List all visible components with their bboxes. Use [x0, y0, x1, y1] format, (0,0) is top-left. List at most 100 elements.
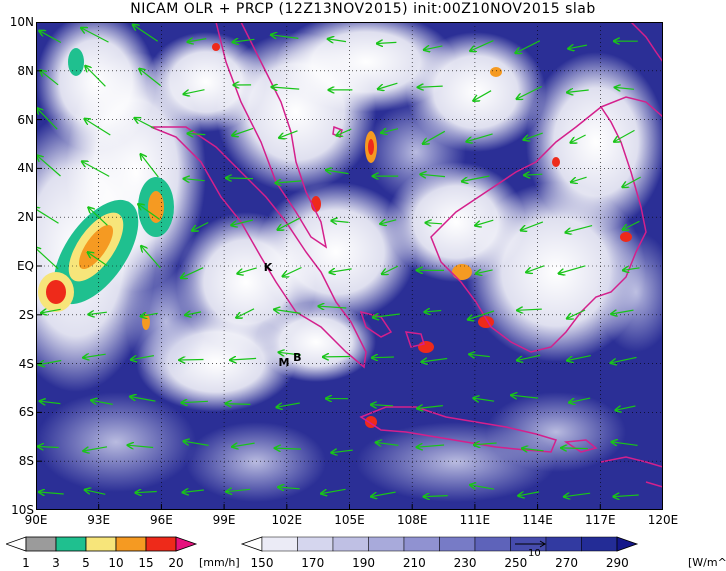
wind-vector	[321, 488, 346, 493]
vector-reference-label: 10	[528, 548, 541, 559]
wind-vector	[470, 485, 495, 490]
wind-vector	[567, 90, 589, 92]
wind-vector	[188, 39, 207, 42]
wind-vector	[81, 28, 109, 43]
wind-vector	[133, 25, 159, 42]
wind-vector	[233, 39, 255, 42]
wind-vector	[614, 129, 635, 141]
olr-colorbar-label: 210	[402, 556, 426, 570]
wind-vector	[271, 35, 299, 39]
longitude-label: 108E	[396, 513, 428, 527]
wind-vector	[85, 119, 111, 136]
wind-vector	[226, 178, 254, 179]
wind-vector	[564, 493, 591, 497]
olr-cloud-field	[36, 22, 663, 502]
longitude-label: 111E	[459, 513, 491, 527]
wind-vector	[141, 246, 161, 269]
wind-vector	[475, 219, 494, 225]
station-marker-k: K	[264, 261, 273, 274]
wind-vector	[469, 354, 490, 356]
wind-vector	[425, 311, 442, 313]
wind-vector	[611, 310, 634, 314]
wind-vector	[278, 217, 300, 230]
coastline-palawan	[630, 22, 663, 63]
longitude-label: 105E	[334, 513, 365, 527]
wind-vector	[141, 154, 159, 178]
wind-vector	[40, 401, 61, 403]
olr-colorbar-label: 150	[250, 556, 274, 570]
wind-vector	[36, 208, 59, 224]
wind-vector	[330, 269, 352, 273]
coastline-sumatra	[150, 126, 367, 369]
wind-vector	[623, 268, 640, 270]
map-canvas: K M B	[35, 21, 664, 511]
wind-vector	[371, 491, 396, 497]
wind-vector	[474, 90, 492, 101]
wind-vector	[526, 265, 545, 273]
wind-vector	[275, 448, 302, 449]
wind-vector	[371, 405, 394, 406]
wind-vector	[36, 247, 59, 270]
wind-vector	[232, 443, 255, 447]
wind-vector	[279, 130, 298, 138]
wind-vector	[181, 267, 204, 278]
wind-vector	[424, 46, 443, 50]
wind-vector	[131, 355, 155, 360]
latitude-label: 6N	[17, 112, 34, 127]
wind-vector	[517, 85, 542, 99]
latitude-label: 10N	[9, 15, 34, 29]
wind-vector	[612, 442, 638, 446]
wind-vector	[188, 134, 206, 135]
precip-colorbar-label: 10	[108, 556, 124, 570]
wind-vector	[236, 308, 255, 318]
wind-vector	[37, 156, 61, 177]
olr-colorbar-label: 230	[453, 556, 477, 570]
latitude-label: 8S	[18, 454, 34, 469]
olr-colorbar	[240, 536, 639, 552]
wind-vector	[89, 312, 107, 314]
wind-vector	[38, 447, 59, 448]
wind-vector	[40, 71, 59, 86]
latitude-label: 8N	[17, 63, 34, 78]
wind-vector	[89, 208, 108, 226]
wind-vector	[462, 175, 490, 181]
latitude-label: 6S	[18, 405, 34, 420]
wind-vector	[614, 495, 639, 497]
olr-colorbar-label: 290	[605, 556, 629, 570]
wind-vector	[422, 359, 448, 362]
wind-vector	[332, 221, 349, 223]
precip-colorbar-label: 20	[168, 556, 184, 570]
wind-vector	[326, 170, 349, 174]
latitude-label: 2N	[17, 210, 34, 225]
wind-vector	[517, 354, 541, 360]
wind-vector	[468, 310, 495, 320]
wind-vector	[476, 270, 493, 274]
wind-vector	[274, 310, 301, 314]
wind-vector	[276, 181, 302, 183]
longitude-label: 102E	[271, 513, 303, 527]
wind-vector	[83, 354, 106, 357]
wind-vector	[232, 127, 254, 135]
wind-vector	[141, 313, 158, 316]
wind-vector	[426, 223, 443, 224]
wind-vector	[88, 252, 108, 267]
wind-vector	[616, 405, 636, 410]
wind-vector	[382, 265, 399, 274]
wind-vector	[561, 448, 588, 449]
precip-colorbar-label: 1	[22, 556, 30, 570]
wind-vector	[474, 443, 497, 445]
longitude-label: 114E	[522, 513, 553, 527]
wind-vector	[139, 69, 161, 87]
wind-vector	[511, 395, 539, 398]
map-title: NICAM OLR + PRCP (12Z13NOV2015) init:00Z…	[130, 1, 596, 17]
station-marker-m: M	[278, 356, 289, 369]
wind-vector	[524, 174, 543, 175]
coastline-sabah	[600, 96, 663, 118]
wind-vector	[421, 174, 446, 176]
wind-vector	[381, 129, 399, 133]
wind-vector	[380, 220, 397, 224]
wind-vector	[417, 406, 443, 409]
station-markers: K M B	[264, 261, 302, 369]
wind-vector	[418, 86, 443, 87]
